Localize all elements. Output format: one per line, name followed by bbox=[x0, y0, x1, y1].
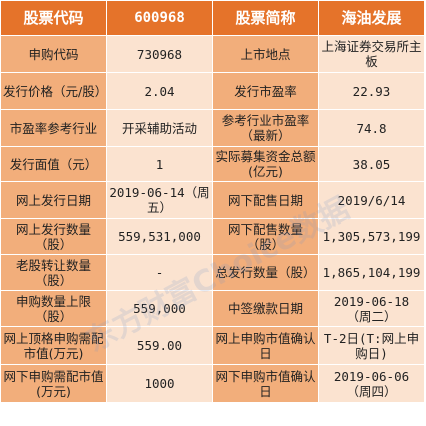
row-label: 参考行业市盈率（最新） bbox=[212, 109, 319, 147]
row-value: 1000 bbox=[106, 364, 213, 403]
row-value: 1,865,104,199 bbox=[318, 254, 425, 291]
header-stock-name-label: 股票简称 bbox=[212, 0, 319, 36]
row-label: 网下配售日期 bbox=[212, 181, 319, 219]
row-label: 发行价格（元/股） bbox=[0, 72, 107, 110]
table-row: 老股转让数量（股） - 总发行数量（股） 1,865,104,199 bbox=[0, 254, 425, 291]
table-row: 申购代码 730968 上市地点 上海证券交易所主板 bbox=[0, 35, 425, 73]
row-value: 上海证券交易所主板 bbox=[318, 35, 425, 73]
table-row: 网下申购需配市值(万元) 1000 网下申购市值确认日 2019-06-06 （… bbox=[0, 364, 425, 403]
row-label: 老股转让数量（股） bbox=[0, 254, 107, 291]
row-value: 559.00 bbox=[106, 326, 213, 365]
row-label: 网下申购需配市值(万元) bbox=[0, 364, 107, 403]
row-value: 2019/6/14 bbox=[318, 181, 425, 219]
row-value: 559,000 bbox=[106, 290, 213, 327]
row-label: 市盈率参考行业 bbox=[0, 109, 107, 147]
row-label: 申购代码 bbox=[0, 35, 107, 73]
row-label: 申购数量上限（股） bbox=[0, 290, 107, 327]
row-label: 网上申购市值确认日 bbox=[212, 326, 319, 365]
row-value: 1,305,573,199 bbox=[318, 218, 425, 255]
row-value: 730968 bbox=[106, 35, 213, 73]
ipo-info-table: 股票代码 600968 股票简称 海油发展 申购代码 730968 上市地点 上… bbox=[0, 0, 425, 403]
row-label: 中签缴款日期 bbox=[212, 290, 319, 327]
row-label: 发行面值（元） bbox=[0, 146, 107, 182]
row-value: 2019-06-14（周五） bbox=[106, 181, 213, 219]
row-label: 发行市盈率 bbox=[212, 72, 319, 110]
row-value: 559,531,000 bbox=[106, 218, 213, 255]
row-value: 开采辅助活动 bbox=[106, 109, 213, 147]
row-label: 实际募集资金总额(亿元) bbox=[212, 146, 319, 182]
row-label: 上市地点 bbox=[212, 35, 319, 73]
header-stock-code-label: 股票代码 bbox=[0, 0, 107, 36]
table-row: 网上顶格申购需配市值(万元) 559.00 网上申购市值确认日 T-2日(T:网… bbox=[0, 326, 425, 365]
row-value: 1 bbox=[106, 146, 213, 182]
row-value: 38.05 bbox=[318, 146, 425, 182]
row-label: 网下申购市值确认日 bbox=[212, 364, 319, 403]
row-value: 2.04 bbox=[106, 72, 213, 110]
header-stock-name-value: 海油发展 bbox=[318, 0, 425, 36]
row-label: 网下配售数量（股） bbox=[212, 218, 319, 255]
row-value: T-2日(T:网上申购日) bbox=[318, 326, 425, 365]
row-value: 22.93 bbox=[318, 72, 425, 110]
row-value: 2019-06-06 （周四） bbox=[318, 364, 425, 403]
table-row: 发行面值（元） 1 实际募集资金总额(亿元) 38.05 bbox=[0, 146, 425, 182]
table-row: 网上发行数量（股） 559,531,000 网下配售数量（股） 1,305,57… bbox=[0, 218, 425, 255]
row-value: 2019-06-18 （周二） bbox=[318, 290, 425, 327]
row-value: 74.8 bbox=[318, 109, 425, 147]
header-row: 股票代码 600968 股票简称 海油发展 bbox=[0, 0, 425, 36]
table-row: 发行价格（元/股） 2.04 发行市盈率 22.93 bbox=[0, 72, 425, 110]
header-stock-code-value: 600968 bbox=[106, 0, 213, 36]
table-row: 申购数量上限（股） 559,000 中签缴款日期 2019-06-18 （周二） bbox=[0, 290, 425, 327]
row-label: 网上发行日期 bbox=[0, 181, 107, 219]
table-row: 市盈率参考行业 开采辅助活动 参考行业市盈率（最新） 74.8 bbox=[0, 109, 425, 147]
row-label: 网上顶格申购需配市值(万元) bbox=[0, 326, 107, 365]
row-label: 总发行数量（股） bbox=[212, 254, 319, 291]
row-label: 网上发行数量（股） bbox=[0, 218, 107, 255]
table-row: 网上发行日期 2019-06-14（周五） 网下配售日期 2019/6/14 bbox=[0, 181, 425, 219]
row-value: - bbox=[106, 254, 213, 291]
